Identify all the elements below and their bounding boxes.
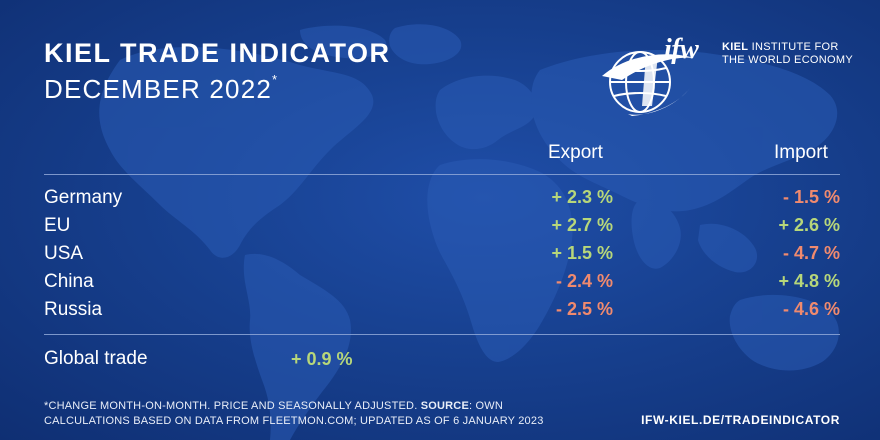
- global-trade-value: + 0.9 %: [291, 349, 353, 369]
- import-value: + 4.8 %: [778, 271, 840, 291]
- global-trade-label: Global trade: [44, 348, 148, 369]
- table-row-russia: Russia - 2.5 % - 4.6 %: [44, 299, 840, 327]
- import-value: + 2.6 %: [778, 215, 840, 235]
- page-subtitle: DECEMBER 2022*: [44, 72, 279, 105]
- export-value: + 1.5 %: [551, 243, 613, 263]
- table-bottom-divider: [44, 334, 840, 335]
- table-row-germany: Germany + 2.3 % - 1.5 %: [44, 187, 840, 215]
- footnote-source-label: SOURCE: [420, 400, 469, 412]
- institute-name-rest: INSTITUTE FOR: [751, 41, 839, 53]
- ifw-institute-name: KIEL INSTITUTE FOR THE WORLD ECONOMY: [722, 41, 853, 67]
- export-value: - 2.4 %: [555, 271, 613, 291]
- import-value: - 1.5 %: [782, 187, 840, 207]
- country-name: USA: [44, 243, 84, 264]
- subtitle-footnote-mark: *: [272, 72, 279, 87]
- institute-name-bold: KIEL: [722, 41, 749, 53]
- country-name: Germany: [44, 187, 123, 208]
- source-url-link[interactable]: IFW-KIEL.DE/TRADEINDICATOR: [641, 413, 840, 427]
- export-column-header: Export: [548, 142, 603, 163]
- footnote-line2: CALCULATIONS BASED ON DATA FROM FLEETMON…: [44, 415, 544, 427]
- country-name: China: [44, 271, 94, 292]
- import-value: - 4.7 %: [782, 243, 840, 263]
- country-name: Russia: [44, 299, 103, 320]
- country-name: EU: [44, 215, 71, 236]
- ifw-wordmark: ifw: [664, 34, 699, 65]
- table-row-china: China - 2.4 % + 4.8 %: [44, 271, 840, 299]
- footnote-line1-end: : OWN: [468, 400, 503, 412]
- table-row-eu: EU + 2.7 % + 2.6 %: [44, 215, 840, 243]
- ifw-globe-icon: [602, 51, 694, 116]
- export-value: + 2.7 %: [551, 215, 613, 235]
- table-row-usa: USA + 1.5 % - 4.7 %: [44, 243, 840, 271]
- export-value: - 2.5 %: [555, 299, 613, 319]
- table-top-divider: [44, 174, 840, 175]
- footnote-line1: *CHANGE MONTH-ON-MONTH. PRICE AND SEASON…: [44, 400, 418, 412]
- import-value: - 4.6 %: [782, 299, 840, 319]
- export-value: + 2.3 %: [551, 187, 613, 207]
- page-title: KIEL TRADE INDICATOR: [44, 38, 391, 68]
- import-column-header: Import: [774, 142, 828, 163]
- institute-name-line2: THE WORLD ECONOMY: [722, 54, 853, 66]
- subtitle-date: DECEMBER 2022: [44, 74, 273, 104]
- footnote: *CHANGE MONTH-ON-MONTH. PRICE AND SEASON…: [44, 399, 544, 429]
